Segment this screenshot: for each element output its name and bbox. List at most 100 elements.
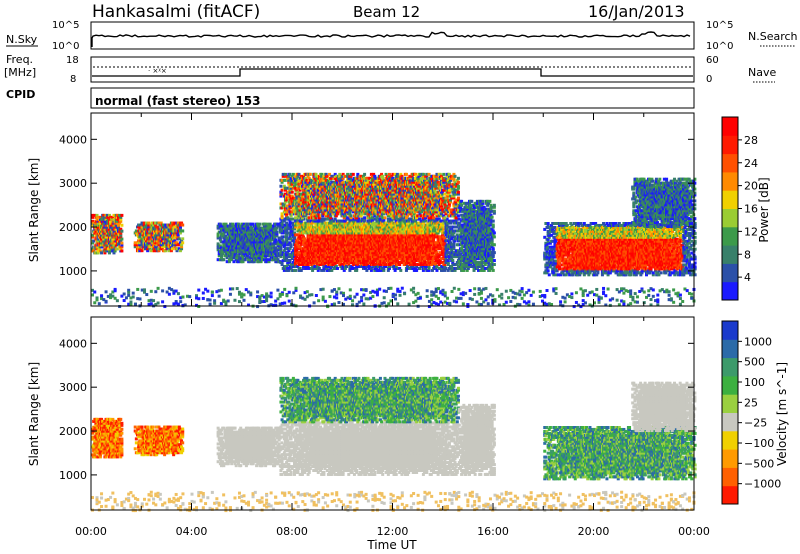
range-cell (564, 300, 567, 303)
range-cell (378, 288, 381, 291)
range-cell (403, 292, 406, 295)
range-cell (218, 295, 221, 298)
range-cell (306, 290, 309, 293)
range-cell (270, 292, 273, 295)
range-cell (679, 297, 682, 300)
range-cell (426, 289, 429, 292)
range-cell (116, 299, 119, 302)
range-cell (265, 299, 268, 302)
range-cell (206, 290, 209, 293)
range-cell (383, 301, 386, 304)
range-cell (138, 297, 141, 300)
range-cell (120, 214, 123, 217)
range-cell (514, 296, 517, 299)
range-cell (322, 296, 325, 299)
range-cell (181, 296, 184, 299)
range-cell (604, 294, 607, 297)
range-cell (484, 298, 487, 301)
range-cell (496, 288, 499, 291)
range-cell (471, 298, 474, 301)
range-cell (383, 296, 386, 299)
range-cell (249, 293, 252, 296)
range-cell (114, 289, 117, 292)
range-cell (270, 295, 273, 298)
range-cell (437, 297, 440, 300)
range-cell (464, 292, 467, 295)
range-cell (211, 291, 214, 294)
range-cell (105, 300, 108, 303)
range-cell (365, 288, 368, 291)
range-cell (231, 287, 234, 290)
range-cell (181, 237, 184, 240)
range-cell (202, 297, 205, 300)
range-cell (686, 289, 689, 292)
range-cell (595, 288, 598, 291)
range-cell (213, 299, 216, 302)
range-cell (555, 292, 558, 295)
power-data-layer (91, 173, 697, 308)
range-cell (437, 287, 440, 290)
range-cell (179, 300, 182, 303)
range-cell (143, 288, 146, 291)
range-cell (656, 300, 659, 303)
range-cell (616, 299, 619, 302)
range-cell (611, 297, 614, 300)
range-cell (371, 295, 374, 298)
range-cell (98, 302, 101, 305)
range-cell (394, 293, 397, 296)
range-cell (570, 292, 573, 295)
range-cell (399, 269, 402, 272)
range-cell (145, 293, 148, 296)
range-cell (256, 290, 259, 293)
range-cell (132, 295, 135, 298)
freq-label: Freq. (6, 53, 33, 66)
range-cell (401, 287, 404, 290)
range-cell (518, 293, 521, 296)
range-cell (324, 300, 327, 303)
range-cell (500, 296, 503, 299)
range-cell (154, 290, 157, 293)
nsky-label: N.Sky (6, 33, 38, 46)
range-cell (690, 297, 693, 300)
range-cell (336, 267, 339, 270)
range-cell (643, 291, 646, 294)
range-cell (473, 293, 476, 296)
range-cell (399, 290, 402, 293)
freq-left-tick-top: 18 (66, 55, 79, 66)
range-cell (622, 303, 625, 306)
range-cell (521, 290, 524, 293)
range-cell (322, 288, 325, 291)
range-cell (222, 258, 225, 261)
range-cell (120, 230, 123, 233)
beam-label: Beam 12 (353, 3, 420, 21)
range-cell (123, 293, 126, 296)
range-cell (668, 294, 671, 297)
freq-trace (92, 69, 693, 76)
range-cell (690, 293, 693, 296)
nsky-trace (92, 32, 690, 47)
range-cell (521, 287, 524, 290)
range-cell (197, 289, 200, 292)
range-cell (342, 294, 345, 297)
range-cell (453, 287, 456, 290)
range-cell (188, 295, 191, 298)
range-cell (351, 299, 354, 302)
freq-scatter-marks: · ×ᵡ× (148, 67, 167, 75)
range-cell (652, 295, 655, 298)
range-cell (236, 287, 239, 290)
range-cell (335, 291, 338, 294)
range-cell (559, 300, 562, 303)
range-cell (394, 297, 397, 300)
range-cell (161, 289, 164, 292)
range-cell (586, 294, 589, 297)
range-cell (360, 299, 363, 302)
range-cell (555, 287, 558, 290)
range-cell (283, 288, 286, 291)
range-cell (582, 294, 585, 297)
range-cell (564, 297, 567, 300)
range-cell (584, 301, 587, 304)
range-cell (227, 299, 230, 302)
range-cell (539, 290, 542, 293)
range-cell (315, 294, 318, 297)
range-cell (408, 303, 411, 306)
